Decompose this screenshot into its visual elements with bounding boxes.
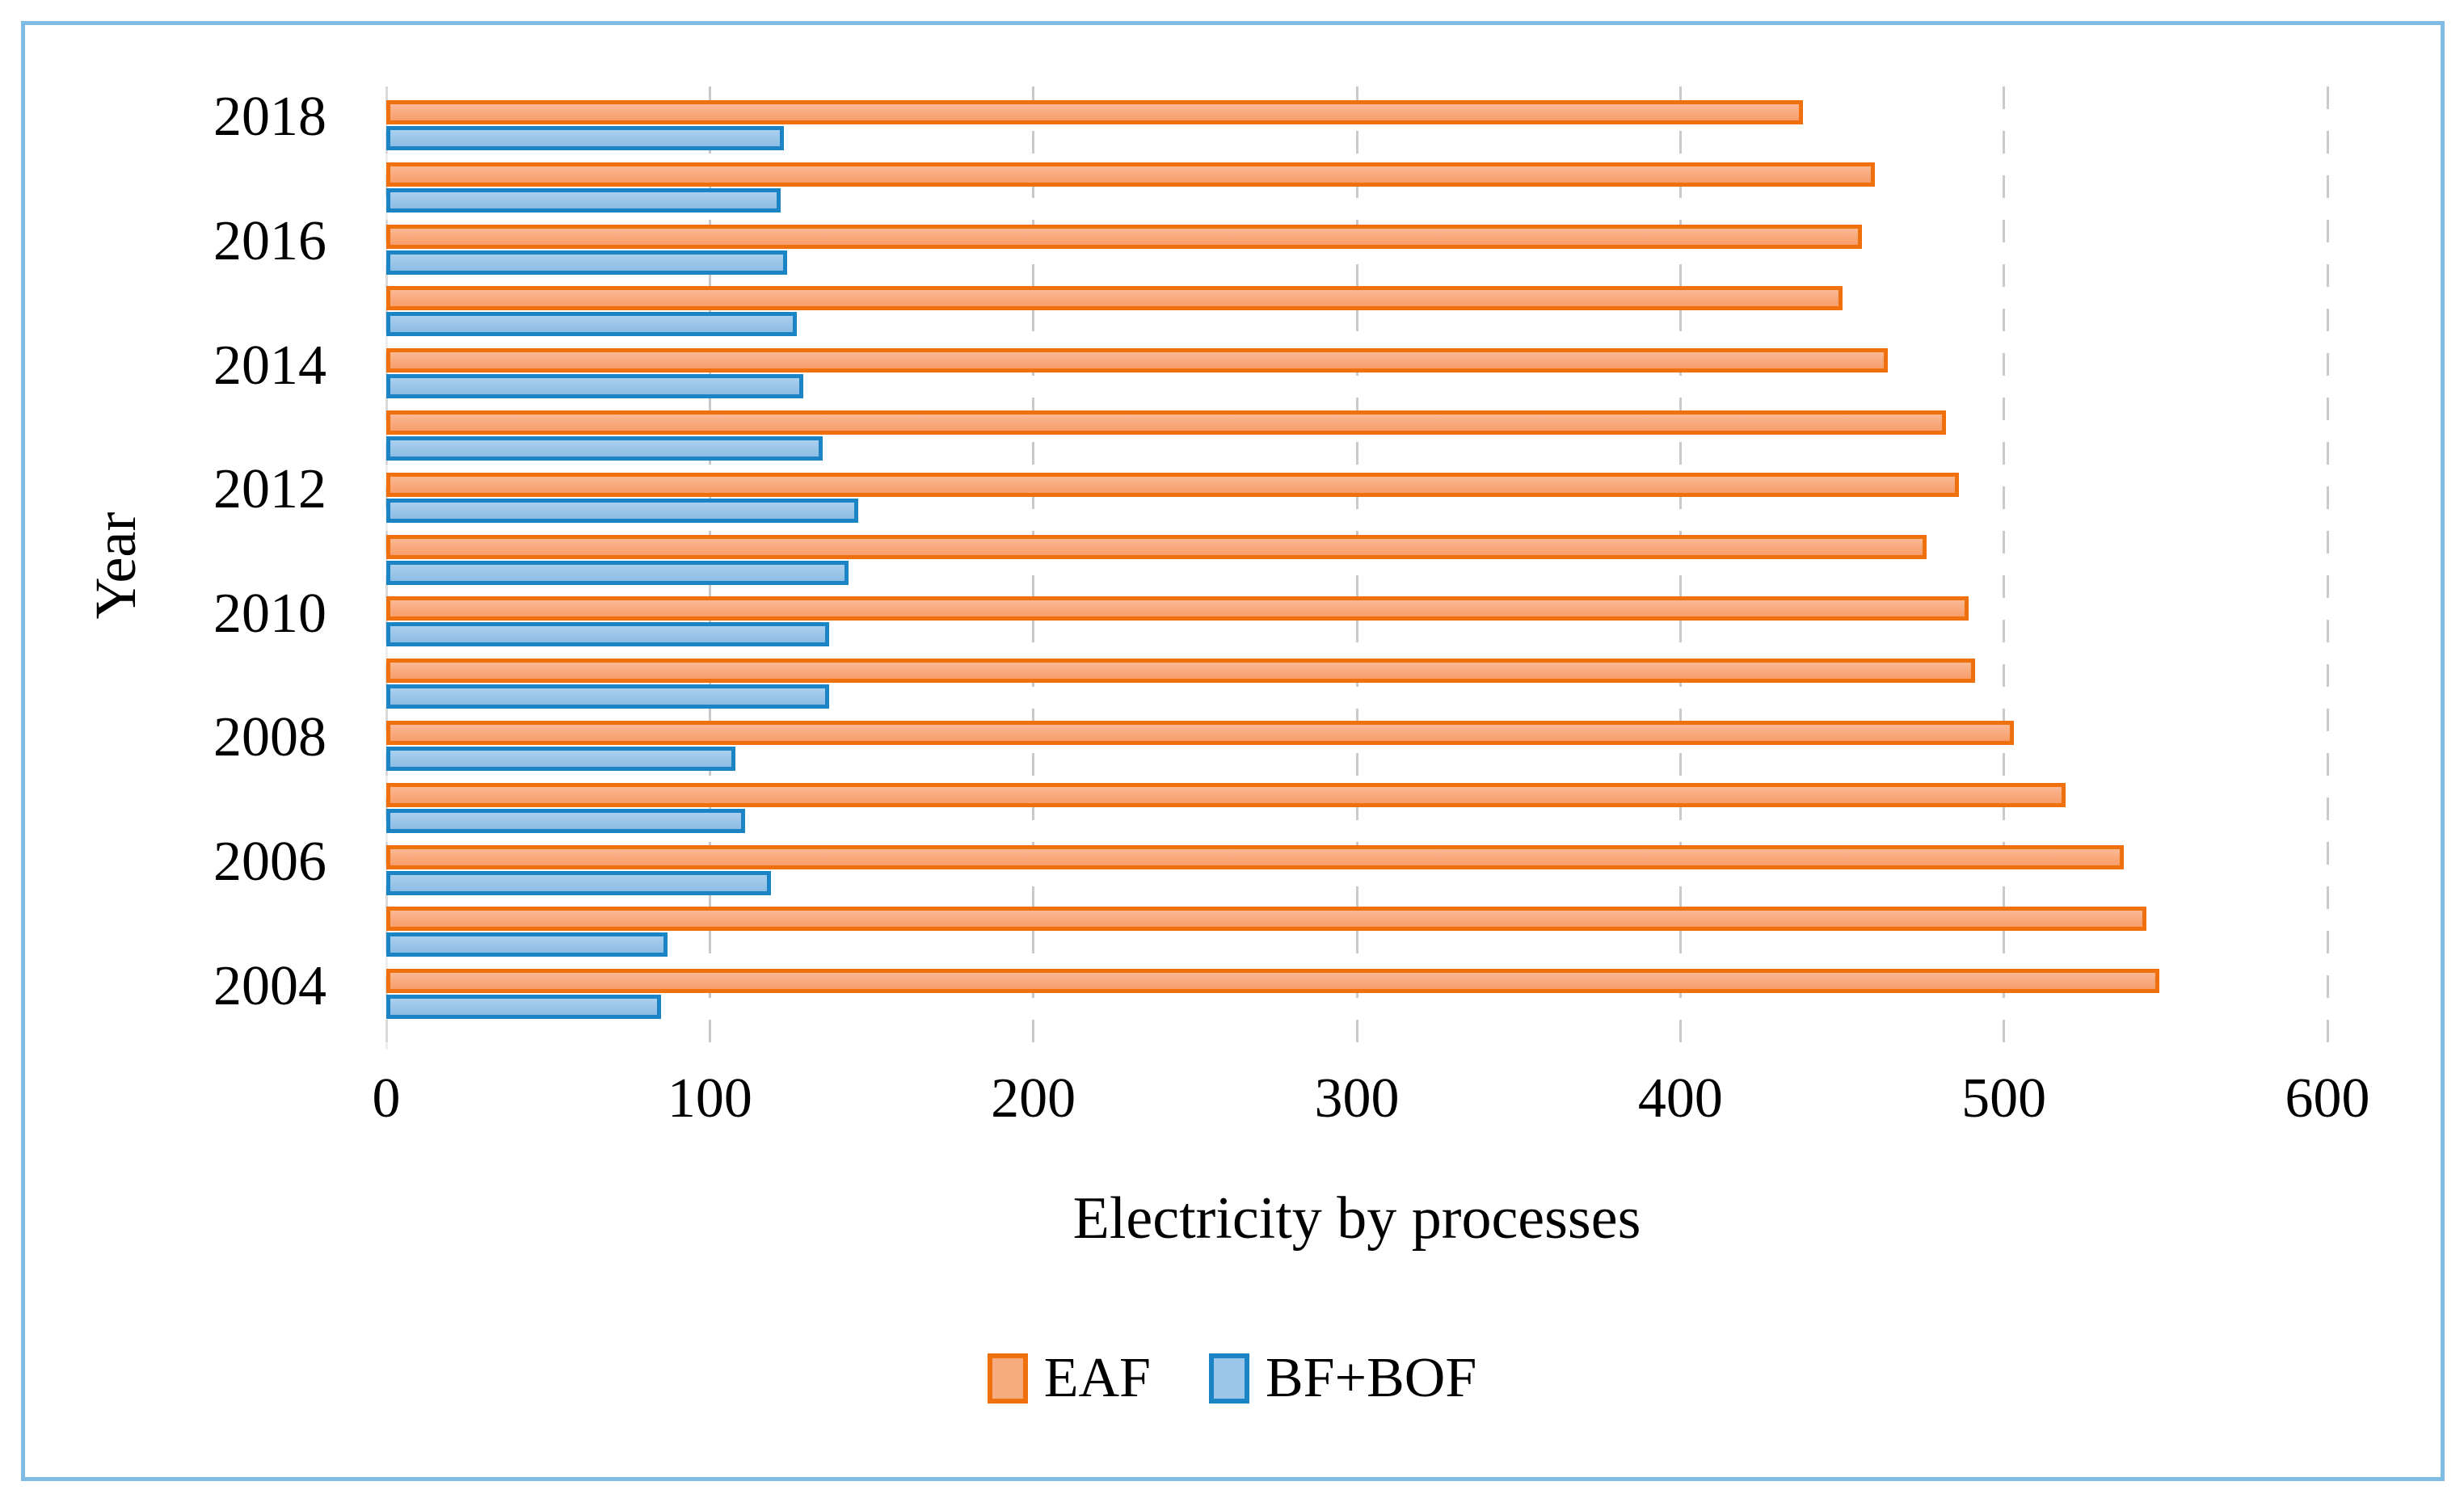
x-tick-label-300: 300 [1314,1067,1400,1130]
legend-item-bfbof: BF+BOF [1208,1347,1477,1409]
bar-eaf-2013 [386,410,1946,435]
bar-eaf-2014 [386,348,1888,373]
bar-eaf-2012 [386,472,1959,497]
category-label-2010: 2010 [213,582,326,645]
bar-bfbof-2005 [386,932,668,957]
legend-item-eaf: EAF [987,1347,1151,1409]
category-label-2018: 2018 [213,86,326,149]
bar-eaf-2004 [386,969,2159,994]
x-tick-label-200: 200 [991,1067,1076,1130]
bar-bfbof-2010 [386,622,830,647]
gridline-x-400 [1678,86,1682,1050]
bar-group-2012 [386,459,2327,523]
legend-label-eaf: EAF [1043,1347,1151,1409]
bar-group-2013 [386,397,2327,461]
bar-eaf-2009 [386,659,1975,684]
bar-eaf-2015 [386,286,1843,311]
bar-group-2005 [386,893,2327,957]
bar-bfbof-2013 [386,436,823,461]
bar-group-2006 [386,831,2327,895]
bar-bfbof-2018 [386,126,785,150]
bar-group-2018 [386,86,2327,150]
bar-bfbof-2006 [386,870,772,895]
gridline-x-300 [1355,86,1358,1050]
bar-group-2016 [386,211,2327,275]
bar-bfbof-2016 [386,250,788,275]
bar-eaf-2016 [386,224,1862,249]
bar-bfbof-2009 [386,684,830,709]
x-tick-label-600: 600 [2285,1067,2370,1130]
bar-bfbof-2015 [386,312,798,337]
bar-group-2009 [386,645,2327,709]
bar-bfbof-2012 [386,498,859,523]
category-label-2012: 2012 [213,458,326,521]
gridline-x-200 [1032,86,1035,1050]
category-label-2006: 2006 [213,831,326,893]
bar-bfbof-2017 [386,187,781,213]
bar-group-2011 [386,521,2327,585]
gridline-x-500 [2003,86,2006,1050]
bar-group-2008 [386,707,2327,771]
bar-eaf-2011 [386,534,1927,559]
category-label-2014: 2014 [213,334,326,397]
bar-eaf-2017 [386,162,1875,187]
plot-area [385,86,2329,1050]
bar-bfbof-2008 [386,747,736,771]
x-tick-label-400: 400 [1637,1067,1723,1130]
category-label-2004: 2004 [213,954,326,1017]
bar-eaf-2018 [386,100,1804,124]
legend-label-bfbof: BF+BOF [1265,1347,1477,1409]
bar-eaf-2007 [386,782,2066,807]
bar-bfbof-2014 [386,374,804,399]
category-label-2008: 2008 [213,706,326,769]
legend: EAF BF+BOF [0,1348,2464,1409]
bar-eaf-2010 [386,596,1969,621]
bar-group-2014 [386,335,2327,399]
gridline-x-600 [2326,86,2329,1050]
bar-group-2010 [386,583,2327,647]
legend-swatch-eaf [987,1353,1028,1404]
bar-group-2004 [386,955,2327,1020]
x-tick-label-500: 500 [1961,1067,2047,1130]
x-axis-title: Electricity by processes [1072,1185,1641,1252]
bar-eaf-2005 [386,907,2146,932]
bar-eaf-2006 [386,844,2124,869]
category-label-2016: 2016 [213,210,326,272]
x-tick-label-100: 100 [667,1067,752,1130]
bar-eaf-2008 [386,721,2014,745]
bar-group-2017 [386,149,2327,213]
bar-group-2007 [386,769,2327,833]
x-tick-label-0: 0 [372,1067,401,1130]
legend-swatch-bfbof [1208,1353,1249,1404]
bar-group-2015 [386,272,2327,337]
bar-bfbof-2004 [386,995,662,1020]
bar-bfbof-2011 [386,560,849,585]
bar-bfbof-2007 [386,808,746,833]
